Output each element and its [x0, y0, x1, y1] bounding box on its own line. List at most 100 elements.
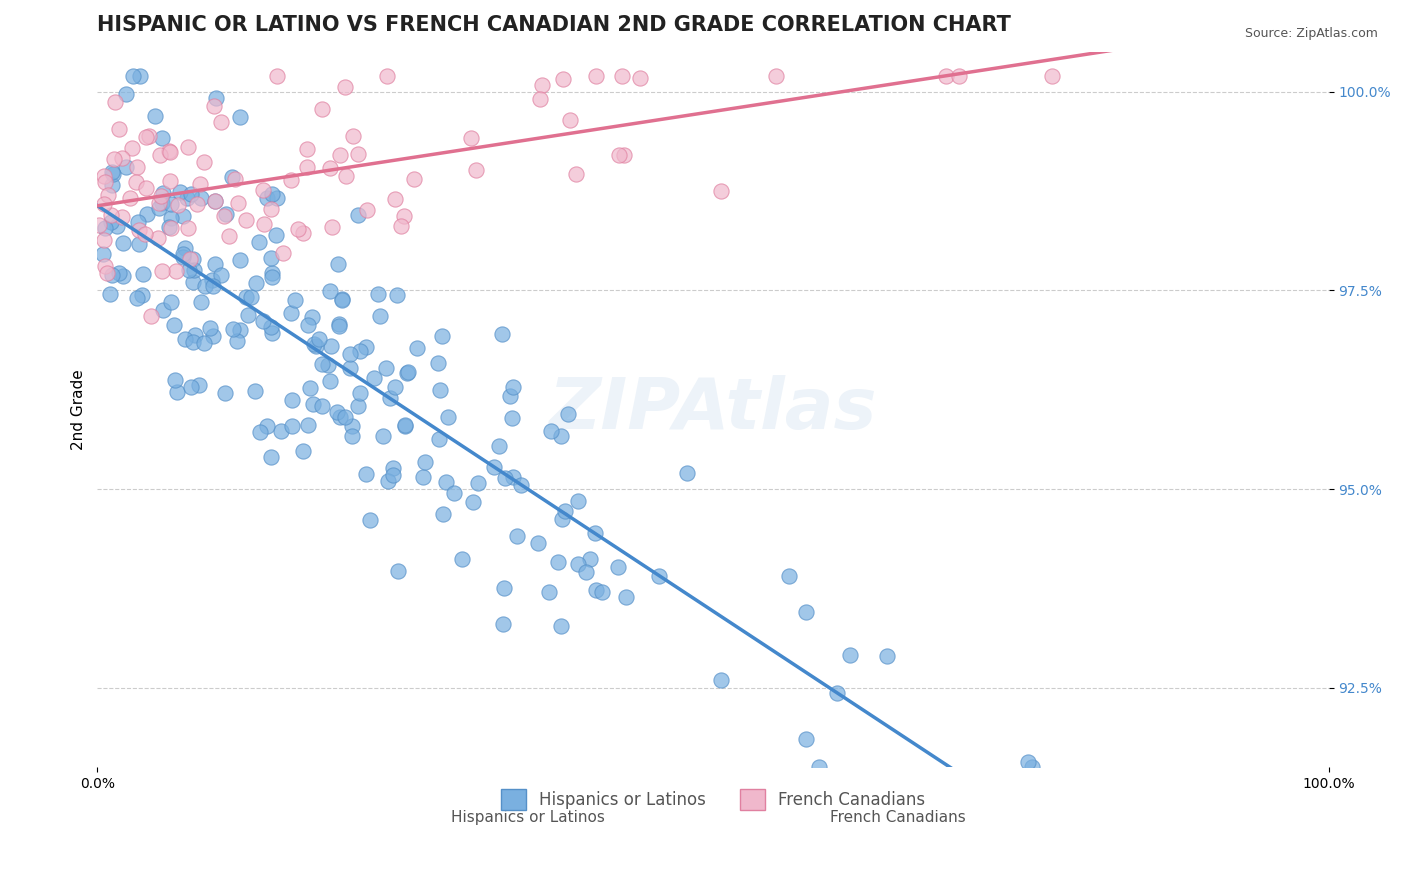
Point [177, 140, 200, 154]
Point [347, 147, 370, 161]
Point [166, 384, 188, 399]
Point [152, 302, 174, 317]
Point [157, 219, 180, 234]
Point [302, 397, 325, 411]
Point [97, 187, 120, 202]
Point [450, 552, 472, 566]
Point [876, 648, 898, 663]
Y-axis label: 2nd Grade: 2nd Grade [72, 369, 86, 450]
Point [201, 273, 224, 287]
Point [149, 148, 172, 162]
Point [339, 360, 361, 375]
Point [443, 485, 465, 500]
Point [394, 419, 416, 434]
Point [333, 80, 356, 95]
Point [152, 186, 174, 201]
Point [108, 122, 131, 136]
Point [553, 72, 575, 87]
Point [550, 619, 572, 633]
Point [93, 196, 115, 211]
Point [347, 208, 370, 222]
Point [163, 318, 186, 332]
Point [330, 293, 353, 308]
Point [354, 340, 377, 354]
Point [565, 167, 588, 181]
Point [280, 173, 302, 187]
Text: Source: ZipAtlas.com: Source: ZipAtlas.com [1244, 27, 1378, 40]
Point [280, 306, 302, 320]
Point [385, 288, 408, 302]
Point [104, 95, 127, 109]
Point [135, 180, 157, 194]
Point [948, 69, 970, 83]
Legend: Hispanics or Latinos, French Canadians: Hispanics or Latinos, French Canadians [495, 782, 932, 816]
Text: Hispanics or Latinos: Hispanics or Latinos [451, 810, 605, 825]
Point [249, 425, 271, 440]
Point [125, 292, 148, 306]
Text: HISPANIC OR LATINO VS FRENCH CANADIAN 2ND GRADE CORRELATION CHART: HISPANIC OR LATINO VS FRENCH CANADIAN 2N… [97, 15, 1011, 35]
Point [236, 308, 259, 322]
Point [218, 228, 240, 243]
Point [377, 69, 399, 83]
Point [387, 564, 409, 578]
Point [319, 374, 342, 388]
Point [412, 470, 434, 484]
Point [506, 529, 529, 543]
Point [482, 460, 505, 475]
Point [101, 268, 124, 282]
Point [135, 207, 157, 221]
Point [103, 152, 125, 166]
Point [529, 92, 551, 106]
Point [465, 162, 488, 177]
Point [302, 336, 325, 351]
Point [610, 69, 633, 83]
Point [406, 342, 429, 356]
Point [316, 358, 339, 372]
Point [371, 429, 394, 443]
Point [1017, 755, 1039, 769]
Point [404, 172, 426, 186]
Point [183, 327, 205, 342]
Point [591, 585, 613, 599]
Point [432, 507, 454, 521]
Point [547, 555, 569, 569]
Point [125, 160, 148, 174]
Point [935, 69, 957, 83]
Point [198, 321, 221, 335]
Point [585, 69, 607, 83]
Point [575, 565, 598, 579]
Point [280, 419, 302, 434]
Point [163, 374, 186, 388]
Point [172, 250, 194, 264]
Point [461, 495, 484, 509]
Point [172, 209, 194, 223]
Point [93, 169, 115, 183]
Point [150, 264, 173, 278]
Point [368, 309, 391, 323]
Point [349, 344, 371, 359]
Point [266, 69, 288, 83]
Point [377, 474, 399, 488]
Point [499, 389, 522, 403]
Point [271, 246, 294, 260]
Point [112, 268, 135, 283]
Point [204, 257, 226, 271]
Point [128, 223, 150, 237]
Point [298, 381, 321, 395]
Point [284, 293, 307, 308]
Point [253, 217, 276, 231]
Point [329, 410, 352, 425]
Point [1021, 760, 1043, 774]
Point [190, 294, 212, 309]
Point [381, 468, 404, 483]
Point [262, 266, 284, 280]
Point [127, 215, 149, 229]
Point [202, 328, 225, 343]
Point [540, 424, 562, 438]
Point [616, 590, 638, 604]
Point [256, 191, 278, 205]
Point [583, 526, 606, 541]
Point [111, 236, 134, 251]
Point [260, 251, 283, 265]
Point [160, 294, 183, 309]
